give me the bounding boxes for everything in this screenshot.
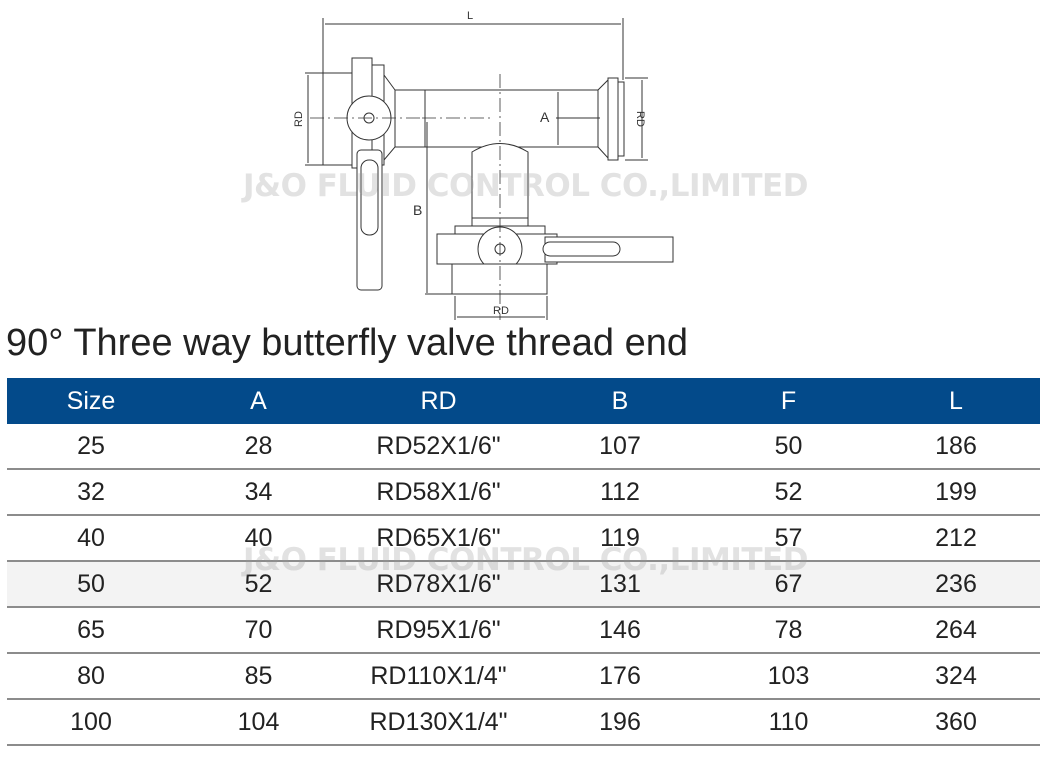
table-cell: RD65X1/6" (342, 515, 535, 562)
table-cell: 103 (705, 653, 872, 700)
table-cell: 104 (175, 699, 342, 746)
table-cell: 107 (535, 424, 705, 470)
column-header-a: A (175, 378, 342, 424)
dimension-label-rd-bottom: RD (493, 305, 509, 317)
dimension-label-a: A (540, 109, 550, 125)
table-cell: 131 (535, 561, 705, 608)
table-row: 25 28 RD52X1/6" 107 50 186 (7, 424, 1040, 470)
dimension-label-rd-right: RD (634, 111, 646, 127)
page-title: 90° Three way butterfly valve thread end (6, 322, 688, 364)
table-cell: 100 (7, 699, 175, 746)
table-cell: RD52X1/6" (342, 424, 535, 470)
valve-technical-drawing: L A B RD RD RD (293, 10, 674, 320)
table-row: 40 40 RD65X1/6" 119 57 212 (7, 515, 1040, 562)
table-cell: 360 (872, 699, 1040, 746)
table-cell: 34 (175, 469, 342, 516)
table-cell: 176 (535, 653, 705, 700)
table-row: 32 34 RD58X1/6" 112 52 199 (7, 469, 1040, 516)
table-cell: 70 (175, 607, 342, 654)
column-header-b: B (535, 378, 705, 424)
table-cell: RD78X1/6" (342, 561, 535, 608)
dimension-label-l: L (467, 10, 473, 22)
table-cell: 110 (705, 699, 872, 746)
table-cell: 40 (7, 515, 175, 562)
spec-table: Size A RD B F L 25 28 RD52X1/6" 107 50 186 32 3… (7, 378, 1040, 746)
table-cell: 264 (872, 607, 1040, 654)
table-cell: 52 (705, 469, 872, 516)
table-cell: 112 (535, 469, 705, 516)
table-row: 80 85 RD110X1/4" 176 103 324 (7, 653, 1040, 700)
table-cell: 119 (535, 515, 705, 562)
table-row: 100 104 RD130X1/4" 196 110 360 (7, 699, 1040, 746)
dimension-label-b: B (413, 202, 422, 218)
table-cell: 186 (872, 424, 1040, 470)
table-cell: 67 (705, 561, 872, 608)
table-cell: RD130X1/4" (342, 699, 535, 746)
table-cell: 28 (175, 424, 342, 470)
column-header-size: Size (7, 378, 175, 424)
table-header-row: Size A RD B F L (7, 378, 1040, 424)
table-cell: 212 (872, 515, 1040, 562)
table-cell: 32 (7, 469, 175, 516)
table-cell: RD95X1/6" (342, 607, 535, 654)
table-cell: 236 (872, 561, 1040, 608)
table-cell: 196 (535, 699, 705, 746)
table-cell: 50 (705, 424, 872, 470)
table-cell: 25 (7, 424, 175, 470)
table-cell: 52 (175, 561, 342, 608)
column-header-l: L (872, 378, 1040, 424)
table-cell: 78 (705, 607, 872, 654)
table-cell: RD110X1/4" (342, 653, 535, 700)
table-row: 50 52 RD78X1/6" 131 67 236 (7, 561, 1040, 608)
table-cell: 146 (535, 607, 705, 654)
table-row: 65 70 RD95X1/6" 146 78 264 (7, 607, 1040, 654)
table-cell: RD58X1/6" (342, 469, 535, 516)
table-cell: 324 (872, 653, 1040, 700)
table-cell: 199 (872, 469, 1040, 516)
table-cell: 57 (705, 515, 872, 562)
table-cell: 65 (7, 607, 175, 654)
table-cell: 80 (7, 653, 175, 700)
table-cell: 50 (7, 561, 175, 608)
table-cell: 85 (175, 653, 342, 700)
dimension-label-rd-left: RD (293, 111, 305, 127)
column-header-f: F (705, 378, 872, 424)
column-header-rd: RD (342, 378, 535, 424)
table-cell: 40 (175, 515, 342, 562)
